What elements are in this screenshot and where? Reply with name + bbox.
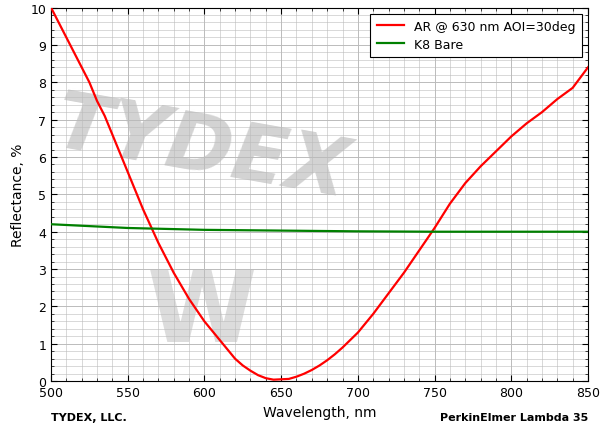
Legend: AR @ 630 nm AOI=30deg, K8 Bare: AR @ 630 nm AOI=30deg, K8 Bare — [370, 15, 582, 58]
X-axis label: Wavelength, nm: Wavelength, nm — [263, 405, 376, 419]
K8 Bare — [431, 230, 438, 235]
AR @ 630 nm AOI=30deg — [47, 6, 55, 11]
AR @ 630 nm AOI=30deg — [316, 363, 323, 368]
K8 Bare — [47, 222, 55, 227]
Y-axis label: Reflectance, %: Reflectance, % — [11, 143, 25, 247]
AR @ 630 nm AOI=30deg — [55, 21, 62, 26]
K8 Bare — [278, 228, 285, 233]
Text: TYDEX, LLC.: TYDEX, LLC. — [51, 412, 127, 422]
Text: TYDEX: TYDEX — [48, 86, 355, 214]
K8 Bare — [124, 226, 131, 231]
AR @ 630 nm AOI=30deg — [584, 66, 592, 71]
K8 Bare — [201, 228, 208, 233]
Line: K8 Bare: K8 Bare — [51, 225, 588, 232]
AR @ 630 nm AOI=30deg — [400, 271, 407, 276]
K8 Bare — [354, 229, 361, 234]
AR @ 630 nm AOI=30deg — [201, 319, 208, 324]
Line: AR @ 630 nm AOI=30deg: AR @ 630 nm AOI=30deg — [51, 9, 588, 380]
Text: W: W — [146, 266, 256, 363]
AR @ 630 nm AOI=30deg — [270, 377, 277, 383]
AR @ 630 nm AOI=30deg — [331, 352, 338, 357]
K8 Bare — [508, 230, 515, 235]
Text: PerkinElmer Lambda 35: PerkinElmer Lambda 35 — [440, 412, 588, 422]
AR @ 630 nm AOI=30deg — [293, 374, 300, 379]
K8 Bare — [584, 230, 592, 235]
